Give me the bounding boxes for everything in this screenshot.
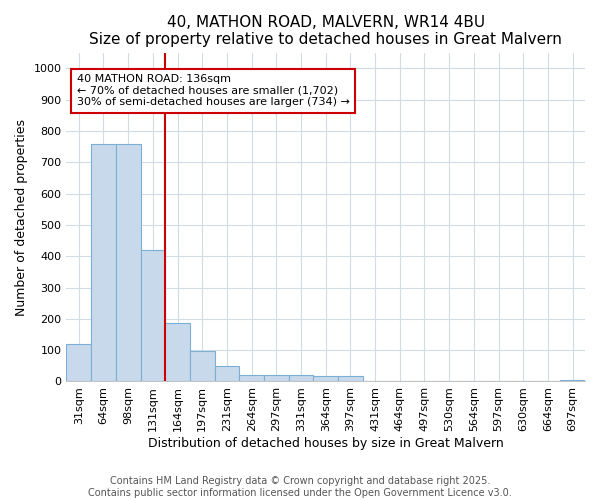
- Text: 40 MATHON ROAD: 136sqm
← 70% of detached houses are smaller (1,702)
30% of semi-: 40 MATHON ROAD: 136sqm ← 70% of detached…: [77, 74, 350, 108]
- Bar: [560, 380, 585, 382]
- Bar: [91, 144, 116, 382]
- Bar: [116, 144, 140, 382]
- Bar: [313, 376, 338, 382]
- Text: Contains HM Land Registry data © Crown copyright and database right 2025.
Contai: Contains HM Land Registry data © Crown c…: [88, 476, 512, 498]
- Bar: [190, 351, 215, 382]
- Bar: [165, 322, 190, 382]
- Y-axis label: Number of detached properties: Number of detached properties: [15, 118, 28, 316]
- X-axis label: Distribution of detached houses by size in Great Malvern: Distribution of detached houses by size …: [148, 437, 503, 450]
- Bar: [215, 366, 239, 382]
- Title: 40, MATHON ROAD, MALVERN, WR14 4BU
Size of property relative to detached houses : 40, MATHON ROAD, MALVERN, WR14 4BU Size …: [89, 15, 562, 48]
- Bar: [338, 376, 363, 382]
- Bar: [140, 250, 165, 382]
- Bar: [289, 375, 313, 382]
- Bar: [67, 344, 91, 382]
- Bar: [239, 374, 264, 382]
- Bar: [264, 374, 289, 382]
